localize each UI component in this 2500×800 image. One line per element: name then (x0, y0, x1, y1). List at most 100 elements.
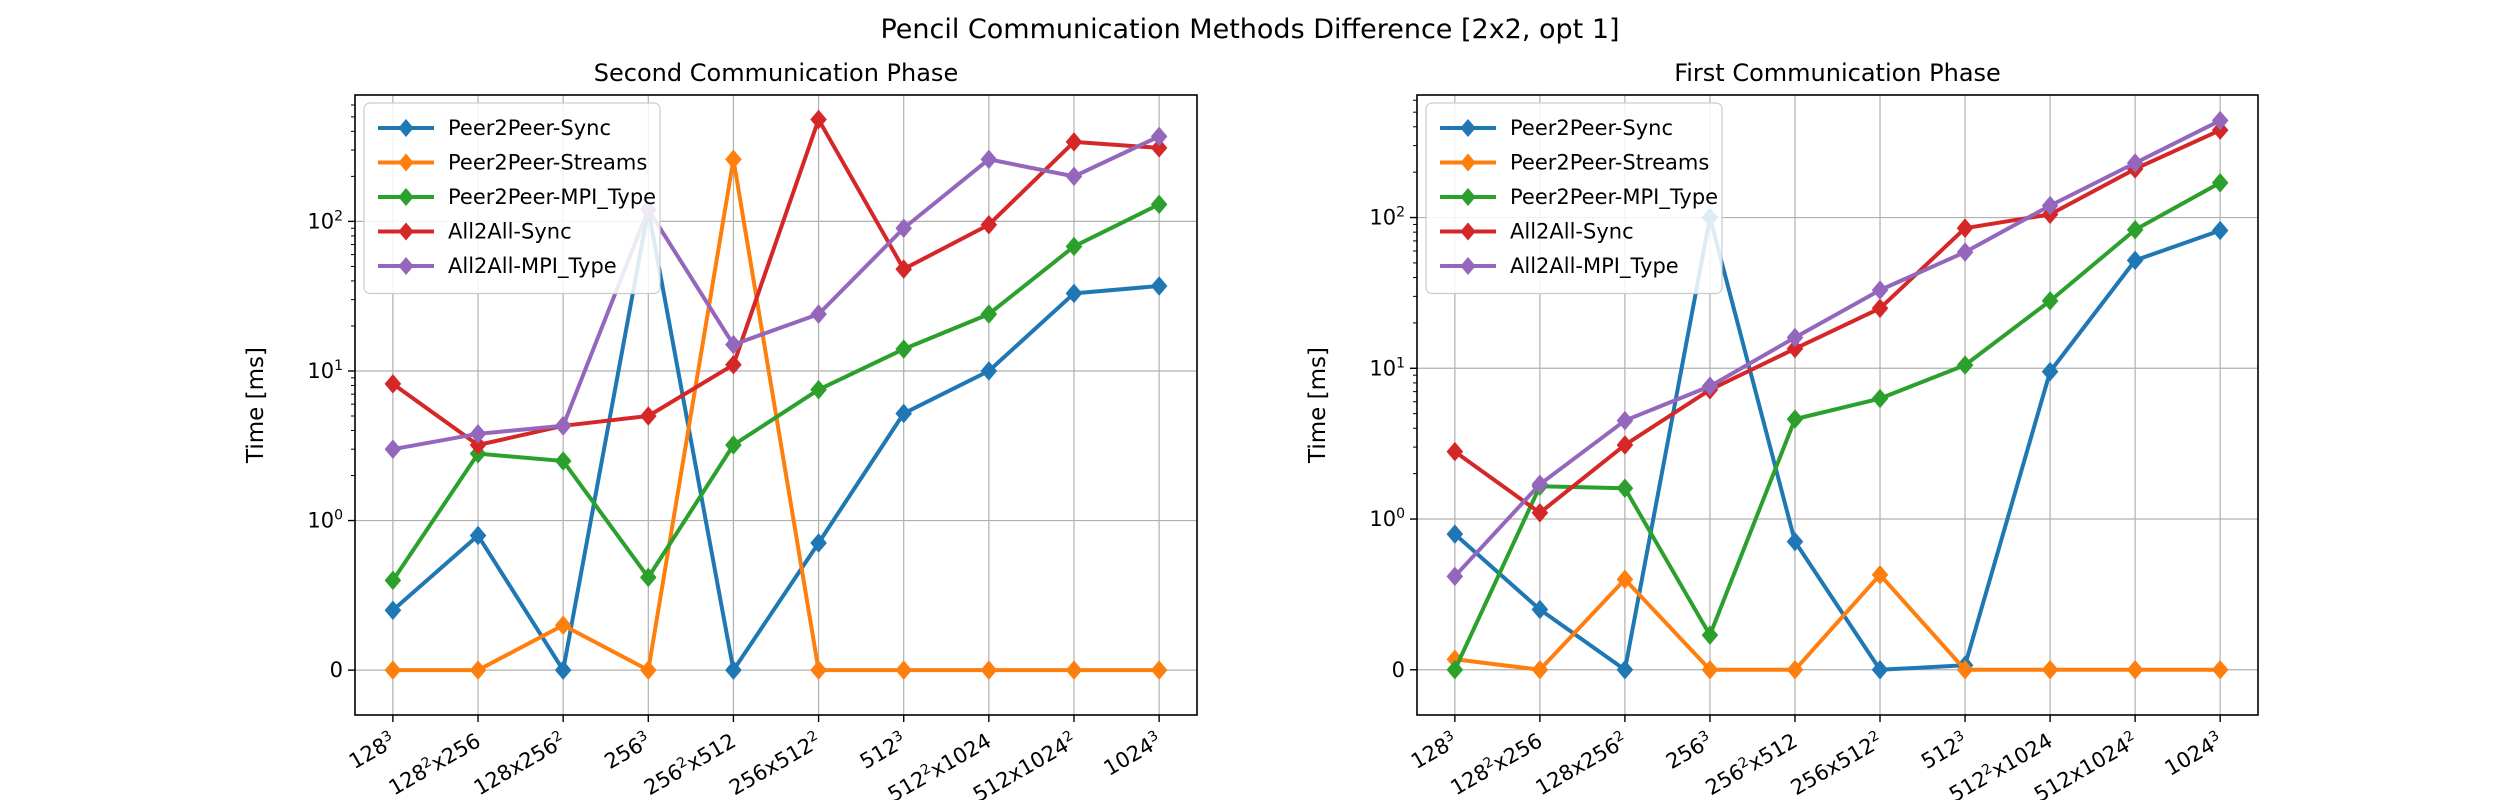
data-point (895, 403, 913, 424)
data-point (639, 567, 657, 588)
data-point (810, 660, 827, 680)
series-line-peer2peer-sync (1453, 215, 2221, 672)
data-point (384, 600, 402, 621)
data-point (810, 304, 827, 324)
series-line-peer2peer-streams (392, 157, 1160, 673)
data-point (1446, 566, 1464, 587)
data-point (810, 109, 827, 130)
legend-label: Peer2Peer-Streams (448, 151, 647, 175)
data-point (1956, 242, 1974, 262)
legend-box (1425, 102, 1723, 295)
axes-frame (1416, 94, 2259, 716)
data-point (980, 149, 998, 170)
legend-marker (398, 188, 414, 206)
data-point (2041, 361, 2059, 382)
chart-title: Second Communication Phase (594, 59, 958, 87)
chart-title: First Communication Phase (1674, 59, 2001, 87)
data-point (1065, 236, 1083, 257)
y-tick-label: 100 (1369, 506, 1405, 531)
data-point (2211, 220, 2229, 241)
data-point (1616, 435, 1634, 455)
data-point (554, 416, 572, 436)
data-point (1701, 625, 1719, 645)
data-point (895, 218, 913, 239)
data-point (1065, 166, 1083, 187)
y-tick-label: 0 (1392, 658, 1405, 682)
data-point (384, 570, 402, 591)
legend-marker (1460, 188, 1476, 206)
legend-marker (398, 257, 414, 275)
data-point (1150, 126, 1168, 147)
data-point (1871, 280, 1889, 300)
data-point (2211, 110, 2229, 131)
legend-marker (1460, 222, 1476, 241)
legend-label: All2All-MPI_Type (448, 254, 617, 279)
data-point (1701, 660, 1719, 680)
series-peer2peer-streams (1446, 565, 2229, 680)
data-point (1065, 283, 1083, 304)
data-point (1956, 355, 1974, 375)
data-point (554, 615, 572, 636)
data-point (725, 355, 742, 375)
legend-label: Peer2Peer-Streams (1510, 151, 1709, 175)
data-point (639, 406, 657, 426)
data-point (1531, 660, 1549, 680)
series-all2all-mpi-type (1446, 110, 2229, 587)
legend-marker (1460, 257, 1476, 275)
legend-marker (398, 222, 414, 241)
legend-label: Peer2Peer-Sync (448, 116, 611, 140)
data-point (1150, 138, 1168, 158)
data-point (1065, 660, 1083, 680)
data-point (1956, 660, 1974, 680)
legend-marker (398, 153, 414, 172)
series-line-peer2peer-mpi-type (391, 202, 1160, 582)
data-point (895, 660, 913, 680)
data-point (1150, 276, 1168, 296)
legend: Peer2Peer-Sync Peer2Peer-Streams Peer2Peer… (363, 102, 661, 295)
data-point (810, 379, 827, 400)
data-point (2041, 291, 2059, 311)
series-line-all2all-mpi-type (1453, 118, 2222, 578)
data-point (1786, 327, 1804, 348)
data-point (895, 339, 913, 359)
data-point (554, 660, 572, 680)
data-point (1531, 503, 1549, 523)
data-point (384, 439, 402, 459)
y-tick-label: 101 (1369, 355, 1405, 380)
data-point (1786, 660, 1804, 680)
data-point (1786, 531, 1804, 552)
data-point (1150, 194, 1168, 215)
legend-marker (1460, 119, 1476, 137)
data-point (1531, 474, 1549, 495)
y-tick-label: 102 (1369, 205, 1405, 230)
y-axis-label: Time [ms] (1305, 347, 1331, 464)
data-point (554, 451, 572, 471)
data-point (1871, 660, 1889, 680)
data-point (980, 361, 998, 381)
y-axis-label: Time [ms] (243, 347, 269, 464)
data-point (2211, 173, 2229, 193)
data-point (1446, 441, 1464, 462)
data-point (1446, 660, 1464, 680)
data-point (469, 525, 487, 546)
data-point (1701, 376, 1719, 397)
data-point (1616, 410, 1634, 431)
axes-frame (354, 94, 1198, 716)
data-point (2211, 660, 2229, 680)
data-point (725, 435, 742, 455)
data-point (725, 660, 742, 680)
data-point (725, 149, 742, 170)
data-point (1871, 298, 1889, 319)
legend-label: All2All-MPI_Type (1510, 254, 1679, 279)
data-point (1956, 218, 1974, 238)
data-point (1616, 478, 1634, 499)
series-line-peer2peer-sync (391, 207, 1160, 673)
data-point (2126, 153, 2144, 173)
data-point (895, 259, 913, 279)
data-point (980, 304, 998, 324)
data-point (1065, 132, 1083, 152)
legend: Peer2Peer-Sync Peer2Peer-Streams Peer2Peer… (1425, 102, 1723, 295)
data-point (1150, 660, 1168, 680)
data-point (1871, 565, 1889, 585)
